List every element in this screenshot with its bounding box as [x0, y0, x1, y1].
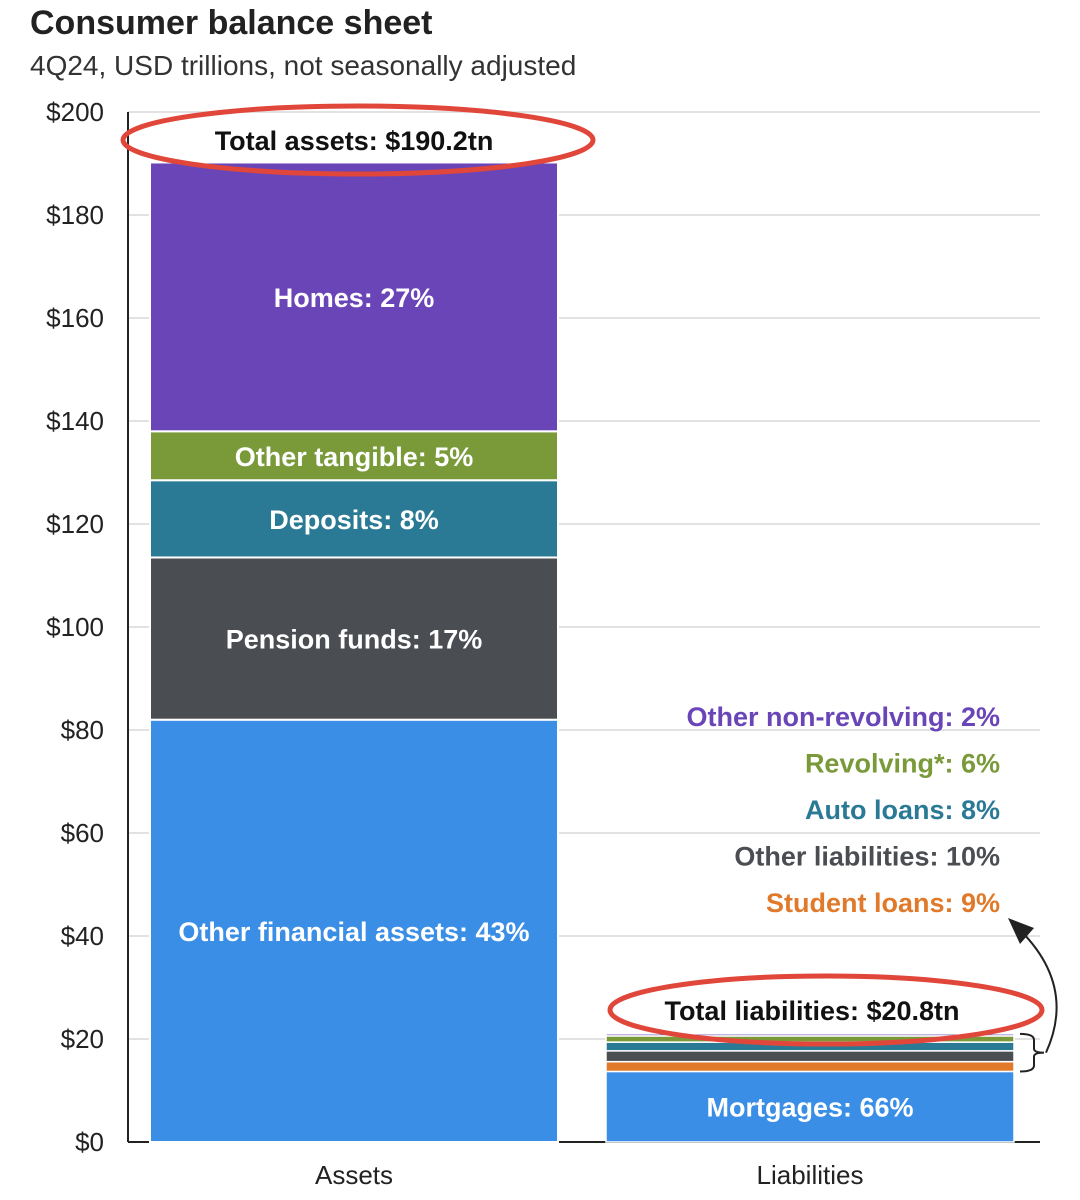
y-tick-label: $80 [61, 715, 104, 745]
bar-segment-liabilities [605, 1050, 1015, 1063]
brace [1019, 1032, 1045, 1073]
chart-title: Consumer balance sheet [30, 4, 433, 42]
segment-label: Pension funds: 17% [226, 625, 483, 655]
segment-label: Other financial assets: 43% [178, 917, 529, 947]
segment-label: Other tangible: 5% [235, 442, 474, 472]
liability-label: Auto loans: 8% [805, 795, 1000, 825]
liability-label: Revolving*: 6% [805, 749, 1000, 779]
y-tick-label: $180 [46, 200, 104, 230]
segment-label: Deposits: 8% [269, 505, 439, 535]
bar-segment-liabilities [605, 1033, 1015, 1037]
y-tick-label: $200 [46, 97, 104, 127]
total-assets-highlight [120, 103, 596, 177]
x-category-label: Liabilities [757, 1160, 864, 1190]
y-tick-label: $20 [61, 1024, 104, 1054]
y-tick-label: $60 [61, 818, 104, 848]
bar-segment-assets [149, 161, 559, 433]
segment-label: Homes: 27% [274, 283, 435, 313]
y-tick-label: $160 [46, 303, 104, 333]
segment-label: Mortgages: 66% [706, 1093, 913, 1123]
x-category-label: Assets [315, 1160, 393, 1190]
y-tick-label: $120 [46, 509, 104, 539]
total-liabilities-highlight [607, 973, 1045, 1047]
y-tick-label: $100 [46, 612, 104, 642]
total-liabilities-label: Total liabilities: $20.8tn [664, 996, 959, 1026]
liability-label: Student loans: 9% [766, 888, 1000, 918]
liability-label: Other non-revolving: 2% [686, 702, 1000, 732]
arrow-head [1008, 918, 1034, 944]
y-tick-label: $0 [75, 1127, 104, 1157]
bar-segment-assets [149, 430, 559, 482]
liability-label: Other liabilities: 10% [734, 842, 1000, 872]
y-tick-label: $140 [46, 406, 104, 436]
chart-subtitle: 4Q24, USD trillions, not seasonally adju… [30, 50, 577, 81]
bar-segment-liabilities [605, 1060, 1015, 1073]
arrow-line [1019, 929, 1058, 1054]
y-tick-label: $40 [61, 921, 104, 951]
total-assets-label: Total assets: $190.2tn [215, 126, 494, 156]
